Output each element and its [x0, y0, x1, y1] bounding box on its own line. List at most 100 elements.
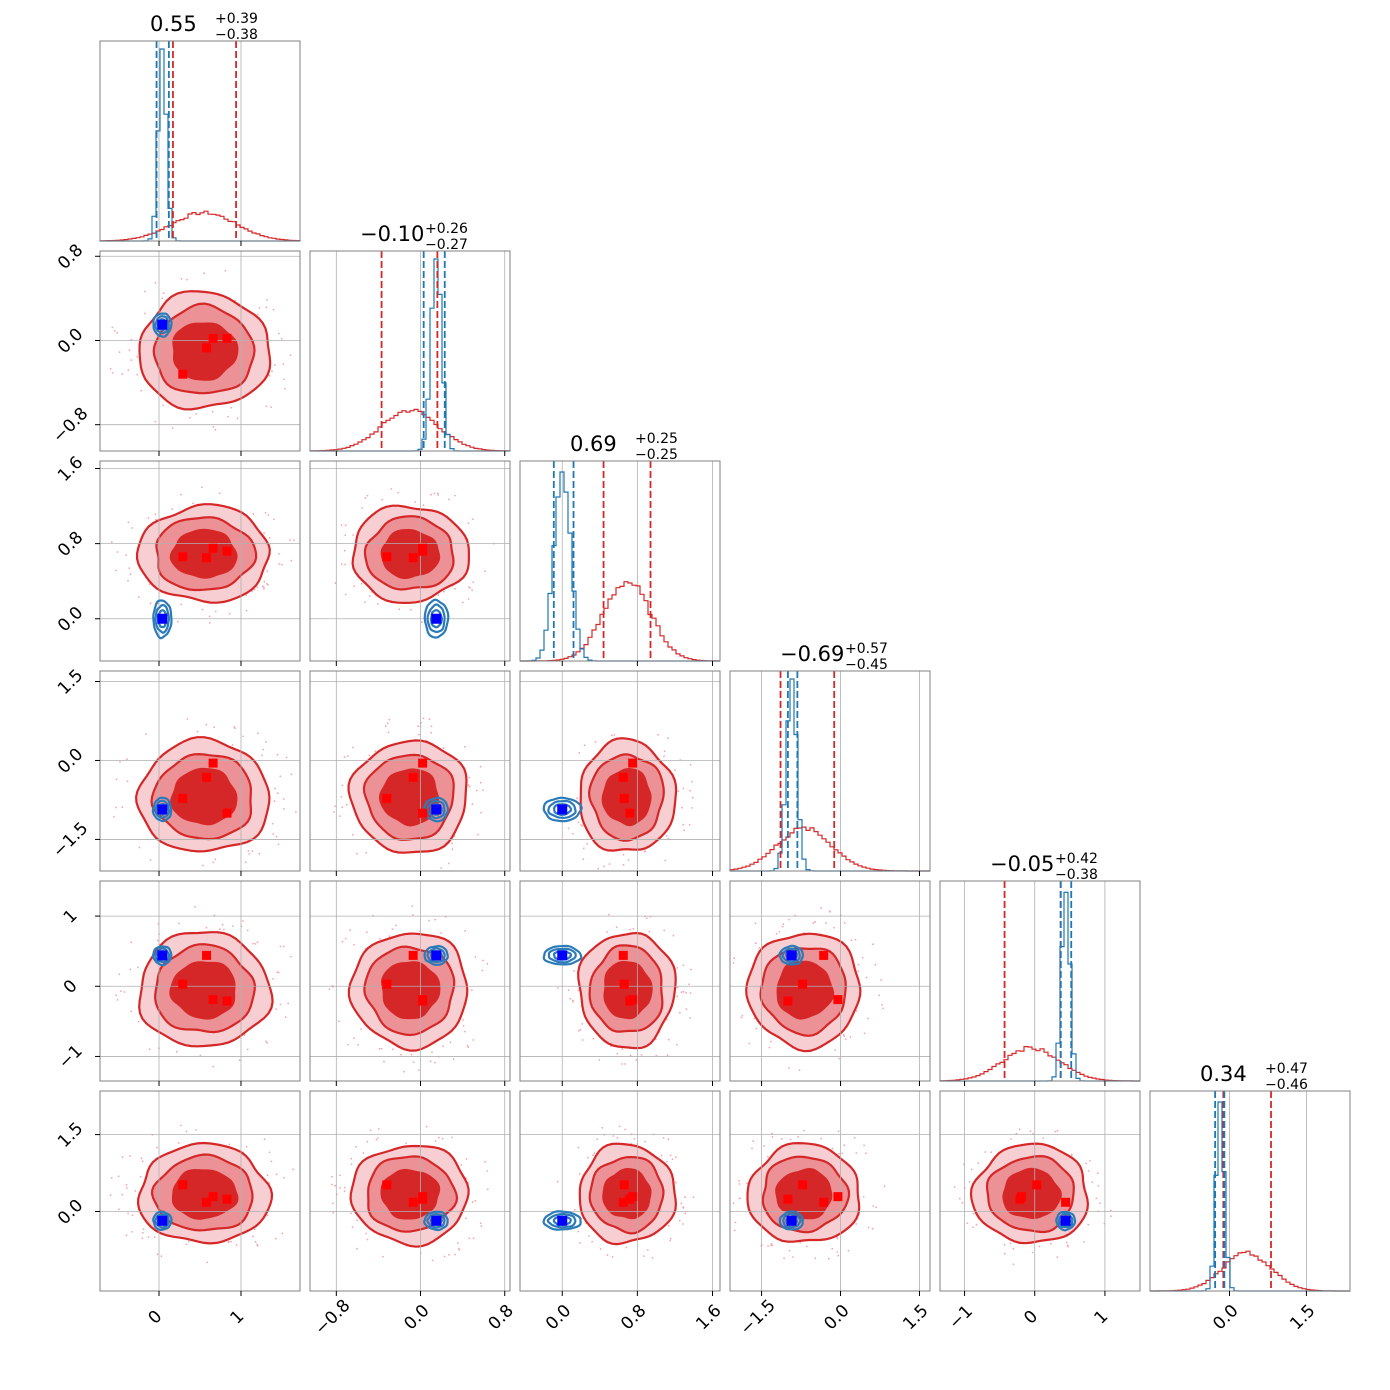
panel-4-0-sample-56: [279, 1003, 282, 1006]
panel-3-2-sample-45: [613, 734, 616, 736]
panel-3-2-red-marker-2: [619, 793, 629, 803]
panel-3-2-sample-2: [603, 865, 605, 868]
panel-2-0-sample-53: [176, 620, 179, 623]
x-tick-label-col4-2: 1: [1090, 1307, 1112, 1329]
panel-5-3-sample-27: [871, 1227, 874, 1230]
panel-5-3-sample-20: [841, 1152, 844, 1155]
panel-3-2-sample-44: [682, 823, 685, 826]
panel-3-2-sample-62: [663, 755, 665, 757]
panel-4-2-truth-marker: [557, 950, 568, 961]
panel-3-0-sample-57: [251, 850, 254, 853]
panel-5-1-truth-marker: [431, 1215, 442, 1226]
panel-3-0-contour-red-inner: [169, 767, 238, 826]
panel-2-0-sample-7: [256, 586, 259, 589]
panel-4-2-sample-29: [676, 967, 679, 969]
panel-4-2-sample-42: [680, 991, 683, 994]
panel-5-0-sample-21: [177, 1142, 180, 1144]
panel-2-1-sample-33: [469, 587, 471, 589]
panel-4-3-sample-21: [753, 1017, 756, 1020]
panel-4-0-sample-64: [116, 999, 119, 1001]
panel-2-0-sample-62: [264, 512, 267, 514]
panel-3-1-sample-65: [480, 811, 482, 814]
panel-5-4-red-marker-0: [1061, 1197, 1071, 1207]
y-tick-label-row1-1: 0.0: [54, 325, 87, 358]
panel-3-2-sample-8: [577, 821, 580, 824]
panel-2-0-sample-33: [180, 603, 183, 606]
panel-3-2-truth-marker: [557, 804, 568, 815]
panel-5-0-sample-10: [109, 1194, 112, 1196]
panel-4-0-frame: [99, 880, 301, 1082]
panel-3-2-sample-47: [657, 733, 659, 736]
panel-3-0-contour-blue-1: [154, 799, 170, 819]
line-layer: [99, 41, 1350, 1292]
panel-2-1-sample-51: [414, 501, 417, 503]
y-tick-label-row5-0: 0.0: [54, 1196, 87, 1229]
panel-4-1-sample-24: [467, 1046, 470, 1049]
panel-5-1-sample-68: [350, 1212, 352, 1215]
panel-4-0-sample-32: [279, 945, 282, 948]
panel-5-3-sample-50: [831, 1247, 834, 1250]
panel-5-1-sample-4: [382, 1255, 384, 1258]
panel-5-0-sample-69: [228, 1240, 230, 1243]
panel-4-2-sample-18: [632, 927, 635, 930]
panel-3-1-sample-11: [356, 852, 358, 855]
panel-4-0-sample-58: [119, 990, 122, 992]
panel-3-0-red-marker-2: [178, 793, 188, 803]
panel-4-1-sample-15: [442, 1045, 445, 1047]
panel-1-0-sample-26: [230, 406, 233, 409]
panel-4-1-sample-33: [471, 989, 473, 991]
panel-5-1-sample-22: [465, 1158, 468, 1160]
panel-2-0-sample-31: [289, 539, 292, 541]
panel-2-0-frame: [99, 460, 301, 662]
panel-3-0-sample-27: [113, 816, 115, 818]
panel-4-2-sample-38: [685, 1008, 688, 1011]
panel-5-4-sample-3: [1003, 1252, 1006, 1255]
panel-4-3-frame: [729, 880, 931, 1082]
panel-5-4-sample-65: [990, 1151, 993, 1154]
panel-5-1-sample-36: [458, 1249, 461, 1251]
panel-5-2-sample-1: [674, 1156, 677, 1158]
panel-4-3-sample-55: [878, 994, 881, 997]
panel-5-0-sample-61: [256, 1244, 259, 1247]
panel-5-3-red-marker-3: [833, 1192, 843, 1202]
panel-5-4-red-marker-3: [1016, 1192, 1026, 1202]
panel-5-3-sample-64: [867, 1226, 870, 1229]
panel-5-2-sample-34: [666, 1160, 668, 1163]
panel-3-0-sample-39: [274, 787, 276, 790]
panel-3-2-contour-blue-1: [547, 799, 577, 819]
panel-5-2-sample-58: [633, 1137, 636, 1140]
panel-4-3-sample-67: [788, 918, 790, 921]
panel-5-2-sample-33: [660, 1154, 663, 1157]
x-tick-label-col3-1: 0.0: [820, 1301, 853, 1334]
panel-2-0-red-marker-2: [178, 552, 188, 562]
panel-2-1-sample-29: [472, 518, 474, 520]
panel-0-0-hist-blue: [100, 48, 300, 242]
panel-2-2-hist-blue: [520, 471, 720, 662]
panel-3-0-sample-44: [279, 775, 282, 778]
panel-2-2-hist-red: [520, 581, 720, 662]
y-tick-label-row3-1: 0.0: [54, 745, 87, 778]
panel-3-0-truth-marker: [157, 804, 168, 815]
panel-2-0-sample-58: [267, 583, 269, 586]
panel-5-0-sample-22: [121, 1193, 124, 1196]
panel-title-0: 0.55: [150, 12, 197, 36]
panel-title-plus-2: +0.25: [635, 431, 678, 447]
panel-1-0-sample-54: [236, 417, 239, 420]
panel-1-0-sample-34: [111, 372, 114, 374]
panel-5-3-sample-9: [788, 1249, 791, 1252]
panel-2-0-sample-38: [131, 527, 134, 529]
panel-3-3-frame: [729, 670, 931, 872]
panel-5-2-sample-22: [618, 1125, 621, 1128]
panel-4-1-sample-41: [462, 1019, 464, 1021]
panel-5-0-sample-63: [156, 1146, 158, 1149]
panel-5-0-sample-17: [292, 1168, 294, 1171]
panel-5-0-sample-53: [270, 1160, 273, 1163]
panel-4-1-sample-5: [341, 940, 344, 943]
panel-4-3-sample-64: [844, 1038, 847, 1041]
panel-3-0-sample-21: [115, 806, 117, 809]
panel-4-0-contour-blue-1: [154, 947, 171, 964]
panel-5-5-frame: [1149, 1090, 1351, 1292]
panel-5-4-sample-16: [1087, 1170, 1090, 1172]
panel-4-0-sample-1: [115, 994, 118, 996]
panel-3-1-sample-30: [386, 722, 389, 725]
